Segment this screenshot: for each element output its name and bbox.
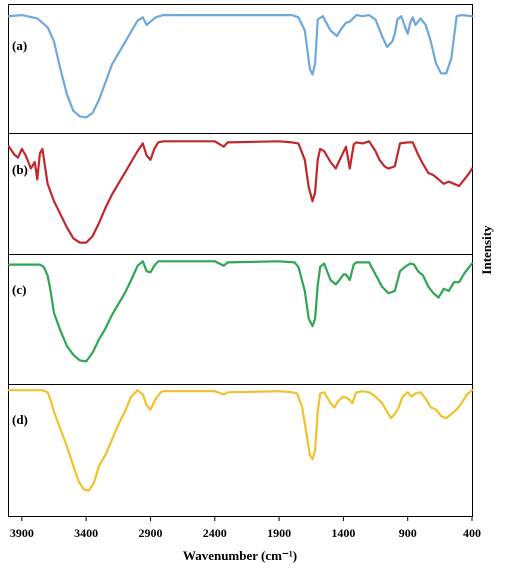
plot-frame — [8, 4, 473, 517]
panel-dividers — [9, 133, 472, 385]
panel-label-a: (a) — [12, 38, 27, 53]
x-tick-label: 3900 — [10, 526, 34, 540]
x-tick-label: 3400 — [74, 526, 98, 540]
x-tick-label: 2400 — [203, 526, 227, 540]
spectra-traces — [7, 14, 474, 492]
y-axis-title: Intensity — [479, 225, 494, 275]
panel-labels: (a) (b) (c) (d) — [12, 38, 28, 427]
x-axis-title: Wavenumber (cm⁻¹) — [183, 548, 297, 563]
x-tick-label: 400 — [463, 526, 481, 540]
panel-label-d: (d) — [12, 412, 28, 427]
x-tick-label: 900 — [399, 526, 417, 540]
x-tick-label: 1400 — [331, 526, 355, 540]
x-tick-label: 2900 — [138, 526, 162, 540]
x-axis-ticks: 3900 3400 2900 2400 1900 1400 900 400 — [10, 516, 481, 540]
x-tick-label: 1900 — [267, 526, 291, 540]
spectrum-line-b — [7, 140, 474, 244]
panel-label-b: (b) — [12, 162, 28, 177]
spectrum-line-d — [7, 389, 474, 492]
panel-label-c: (c) — [12, 282, 26, 297]
spectrum-line-a — [7, 14, 474, 119]
spectrum-line-c — [7, 260, 474, 363]
